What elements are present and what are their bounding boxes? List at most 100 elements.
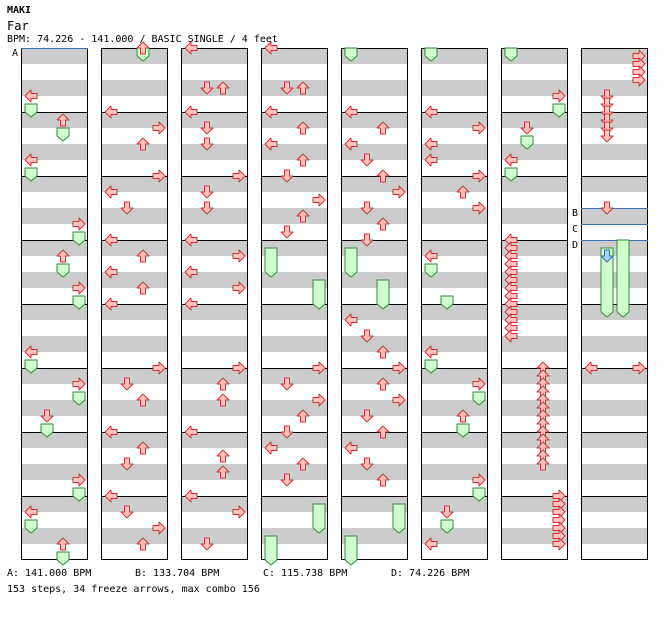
right-arrow — [72, 473, 86, 487]
down-arrow — [200, 137, 214, 151]
right-arrow — [152, 169, 166, 183]
beat-stripe — [101, 368, 168, 384]
beat-stripe — [101, 240, 168, 256]
freeze-body — [264, 535, 278, 566]
up-arrow — [536, 457, 550, 471]
left-arrow — [344, 137, 358, 151]
beat-stripe — [341, 528, 408, 544]
down-arrow — [600, 129, 614, 143]
beat-stripe — [581, 80, 648, 96]
down-arrow — [360, 201, 374, 215]
beat-stripe — [341, 304, 408, 320]
beat-stripe — [421, 400, 488, 416]
down-arrow — [600, 249, 614, 263]
freeze-body — [56, 551, 70, 566]
up-arrow — [216, 393, 230, 407]
beat-stripe — [341, 368, 408, 384]
beat-stripe — [501, 368, 568, 384]
beat-stripe — [581, 176, 648, 192]
freeze-body — [72, 231, 86, 246]
freeze-body — [552, 103, 566, 118]
beat-stripe — [341, 464, 408, 480]
beat-stripe — [261, 48, 328, 64]
freeze-body — [24, 519, 38, 534]
beat-stripe — [21, 112, 88, 128]
left-arrow — [104, 489, 118, 503]
beat-stripe — [421, 112, 488, 128]
down-arrow — [120, 201, 134, 215]
beat-stripe — [101, 272, 168, 288]
right-arrow — [392, 361, 406, 375]
down-arrow — [280, 425, 294, 439]
bpm-legend-c: C: 115.738 BPM — [263, 568, 348, 579]
bpm-marker-label: C — [572, 224, 578, 235]
right-arrow — [632, 361, 646, 375]
down-arrow — [600, 201, 614, 215]
beat-stripe — [421, 496, 488, 512]
up-arrow — [456, 409, 470, 423]
beat-stripe — [181, 496, 248, 512]
beat-stripe — [181, 144, 248, 160]
left-arrow — [504, 329, 518, 343]
down-arrow — [280, 225, 294, 239]
down-arrow — [200, 121, 214, 135]
up-arrow — [296, 209, 310, 223]
beat-stripe — [341, 400, 408, 416]
beat-stripe — [101, 528, 168, 544]
beat-stripe — [501, 304, 568, 320]
bpm-legend-a: A: 141.000 BPM — [7, 568, 92, 579]
freeze-body — [376, 279, 390, 310]
beat-stripe — [101, 112, 168, 128]
beat-stripe — [501, 336, 568, 352]
beat-stripe — [261, 464, 328, 480]
beat-stripe — [421, 240, 488, 256]
beat-stripe — [581, 336, 648, 352]
freeze-body — [344, 535, 358, 566]
beat-stripe — [421, 176, 488, 192]
beat-stripe — [421, 48, 488, 64]
beat-stripe — [341, 272, 408, 288]
left-arrow — [424, 537, 438, 551]
beat-stripe — [101, 464, 168, 480]
up-arrow — [456, 185, 470, 199]
freeze-body — [440, 519, 454, 534]
beat-stripe — [581, 144, 648, 160]
beat-stripe — [421, 528, 488, 544]
beat-stripe — [581, 368, 648, 384]
beat-stripe — [181, 176, 248, 192]
beat-stripe — [501, 240, 568, 256]
beat-stripe — [501, 208, 568, 224]
left-arrow — [344, 105, 358, 119]
beat-stripe — [181, 304, 248, 320]
beat-stripe — [341, 80, 408, 96]
freeze-body — [504, 47, 518, 62]
beat-stripe — [341, 336, 408, 352]
beat-stripe — [181, 368, 248, 384]
left-arrow — [104, 297, 118, 311]
beat-stripe — [181, 464, 248, 480]
right-arrow — [392, 393, 406, 407]
beat-stripe — [261, 368, 328, 384]
freeze-body — [440, 295, 454, 310]
beat-stripe — [581, 304, 648, 320]
beat-stripe — [261, 496, 328, 512]
beat-stripe — [341, 144, 408, 160]
down-arrow — [360, 153, 374, 167]
beat-stripe — [421, 464, 488, 480]
up-arrow — [376, 121, 390, 135]
down-arrow — [440, 505, 454, 519]
beat-stripe — [501, 80, 568, 96]
left-arrow — [104, 105, 118, 119]
beat-stripe — [501, 528, 568, 544]
up-arrow — [296, 457, 310, 471]
bpm-marker-label: A — [12, 48, 18, 59]
song-title: Far — [7, 19, 29, 33]
left-arrow — [104, 185, 118, 199]
down-arrow — [280, 473, 294, 487]
left-arrow — [424, 249, 438, 263]
beat-stripe — [101, 176, 168, 192]
freeze-body — [312, 503, 326, 534]
freeze-body — [344, 247, 358, 278]
right-arrow — [72, 377, 86, 391]
beat-stripe — [581, 464, 648, 480]
